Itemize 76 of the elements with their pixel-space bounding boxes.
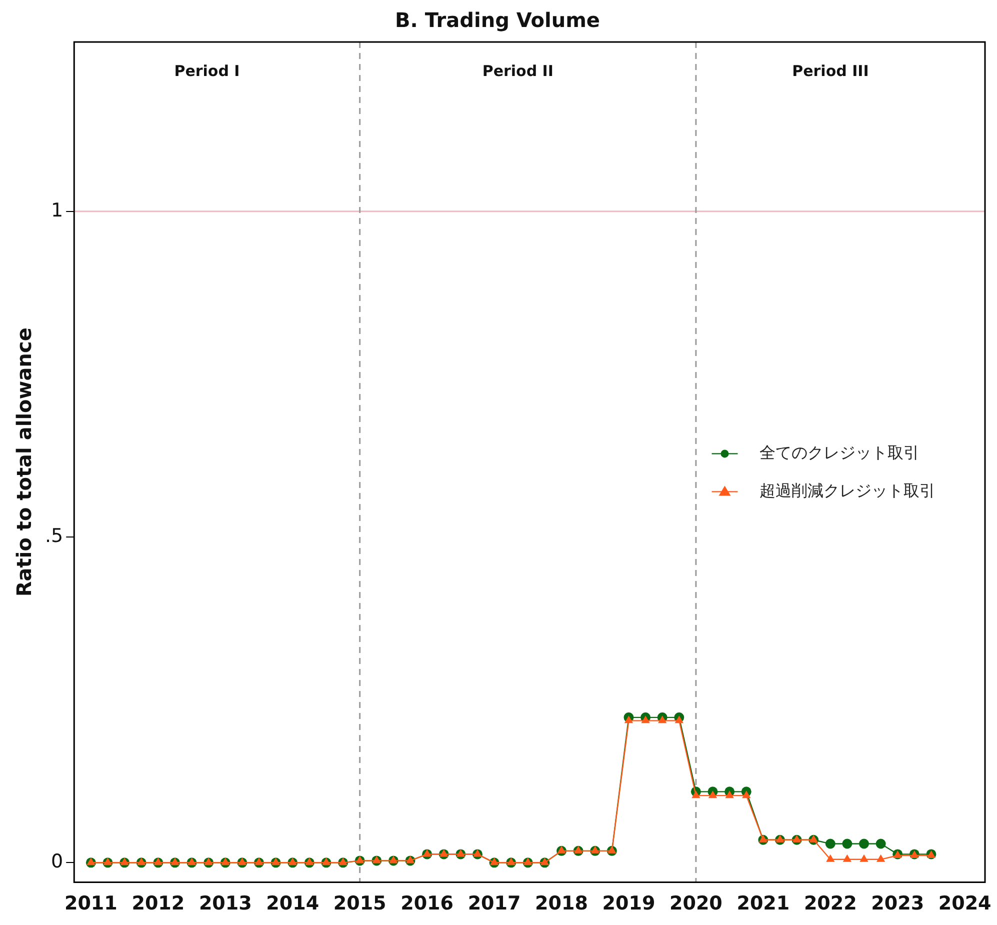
- point: [440, 849, 448, 857]
- annotation: Period II: [482, 62, 554, 80]
- x-tick-label: 2024: [938, 892, 992, 915]
- point: [876, 838, 886, 849]
- point: [187, 858, 196, 866]
- point: [120, 858, 129, 866]
- point: [842, 854, 852, 862]
- point: [540, 858, 550, 866]
- point: [456, 849, 465, 857]
- y-tick-label: 1: [51, 199, 64, 222]
- x-tick-label: 2012: [132, 892, 185, 915]
- point: [204, 858, 213, 866]
- point: [792, 834, 802, 842]
- x-tick-label: 2020: [669, 892, 722, 915]
- annotation: Period I: [174, 62, 240, 80]
- point: [574, 846, 583, 854]
- point: [372, 856, 381, 864]
- legend-label: 全てのクレジット取引: [760, 442, 920, 462]
- x-tick-label: 2016: [400, 892, 454, 915]
- point: [221, 858, 230, 866]
- point: [86, 858, 96, 866]
- point: [674, 716, 684, 724]
- point: [322, 858, 331, 866]
- point: [725, 790, 734, 798]
- point: [406, 856, 415, 864]
- point: [658, 716, 667, 724]
- point: [557, 846, 566, 854]
- point: [473, 849, 482, 857]
- point: [776, 834, 784, 842]
- y-tick-label: .5: [44, 524, 64, 547]
- point: [758, 834, 768, 842]
- x-tick-label: 2018: [535, 892, 588, 915]
- x-tick-label: 2013: [198, 892, 252, 915]
- point: [608, 846, 616, 854]
- point: [238, 858, 247, 866]
- point: [825, 838, 836, 849]
- point: [624, 716, 634, 724]
- point: [524, 858, 532, 866]
- point: [876, 854, 886, 862]
- point: [288, 858, 297, 866]
- x-tick-label: 2014: [266, 892, 320, 915]
- x-tick-label: 2017: [468, 892, 521, 915]
- point: [338, 858, 348, 866]
- point: [305, 858, 314, 866]
- legend-label: 超過削減クレジット取引: [760, 480, 936, 500]
- point: [809, 834, 818, 842]
- annotation: Period III: [792, 62, 869, 80]
- point: [170, 858, 180, 866]
- point: [859, 838, 869, 849]
- x-tick-label: 2011: [64, 892, 118, 915]
- point: [742, 790, 751, 798]
- x-tick-label: 2022: [804, 892, 857, 915]
- point: [590, 846, 600, 854]
- point: [842, 838, 852, 849]
- point: [103, 858, 112, 866]
- y-tick-label: 0: [51, 850, 64, 873]
- point: [389, 856, 398, 864]
- point: [137, 858, 146, 866]
- point: [490, 858, 499, 866]
- point: [422, 849, 432, 857]
- point: [826, 854, 835, 862]
- point: [506, 858, 516, 866]
- x-tick-label: 2019: [602, 892, 656, 915]
- point: [692, 790, 700, 798]
- point: [271, 858, 280, 866]
- point: [355, 856, 364, 864]
- point: [641, 716, 650, 724]
- x-tick-label: 2023: [871, 892, 924, 915]
- point: [154, 858, 162, 866]
- y-axis-title: Ratio to total allowance: [12, 328, 36, 597]
- point: [860, 854, 868, 862]
- x-tick-label: 2021: [736, 892, 790, 915]
- chart-title: B. Trading Volume: [395, 8, 600, 32]
- point: [708, 790, 718, 798]
- x-tick-label: 2015: [333, 892, 386, 915]
- point: [254, 858, 264, 866]
